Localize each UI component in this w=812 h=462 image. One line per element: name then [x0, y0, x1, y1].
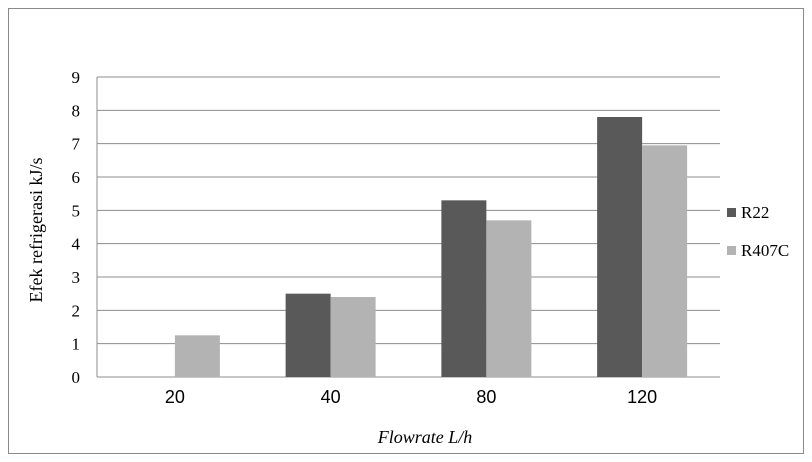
bar-r22-120 [597, 117, 643, 377]
legend-label-r22: R22 [741, 203, 769, 222]
legend-label-r407c: R407C [741, 241, 789, 260]
bar-r22-80 [441, 200, 487, 377]
legend: R22 R407C [727, 203, 789, 260]
y-tick-label: 6 [72, 168, 81, 187]
x-tick-label: 40 [321, 387, 341, 407]
y-tick-label: 1 [72, 335, 81, 354]
y-tick-label: 2 [72, 301, 81, 320]
legend-swatch-r407c [727, 246, 736, 255]
y-tick-label: 5 [72, 201, 81, 220]
bar-r407c-20 [174, 335, 220, 377]
bar-r407c-40 [330, 297, 376, 377]
y-tick-label: 9 [72, 68, 81, 87]
y-tick-label: 0 [72, 368, 81, 387]
x-tick-labels: 20 40 80 120 [165, 387, 657, 407]
legend-swatch-r22 [727, 208, 736, 217]
bar-r22-40 [285, 293, 331, 377]
x-tick-label: 120 [627, 387, 657, 407]
y-tick-label: 4 [72, 235, 81, 254]
bars [174, 117, 688, 377]
y-tick-labels: 0 1 2 3 4 5 6 7 8 9 [72, 68, 81, 387]
x-tick-label: 80 [476, 387, 496, 407]
x-axis-label: Flowrate L/h [377, 427, 473, 447]
y-tick-label: 3 [72, 268, 81, 287]
y-tick-label: 7 [72, 135, 81, 154]
y-tick-label: 8 [72, 101, 81, 120]
y-axis-label: Efek refrigerasi kJ/s [26, 158, 46, 303]
x-tick-label: 20 [165, 387, 185, 407]
bar-r407c-120 [642, 145, 688, 377]
bar-r407c-80 [486, 220, 532, 377]
